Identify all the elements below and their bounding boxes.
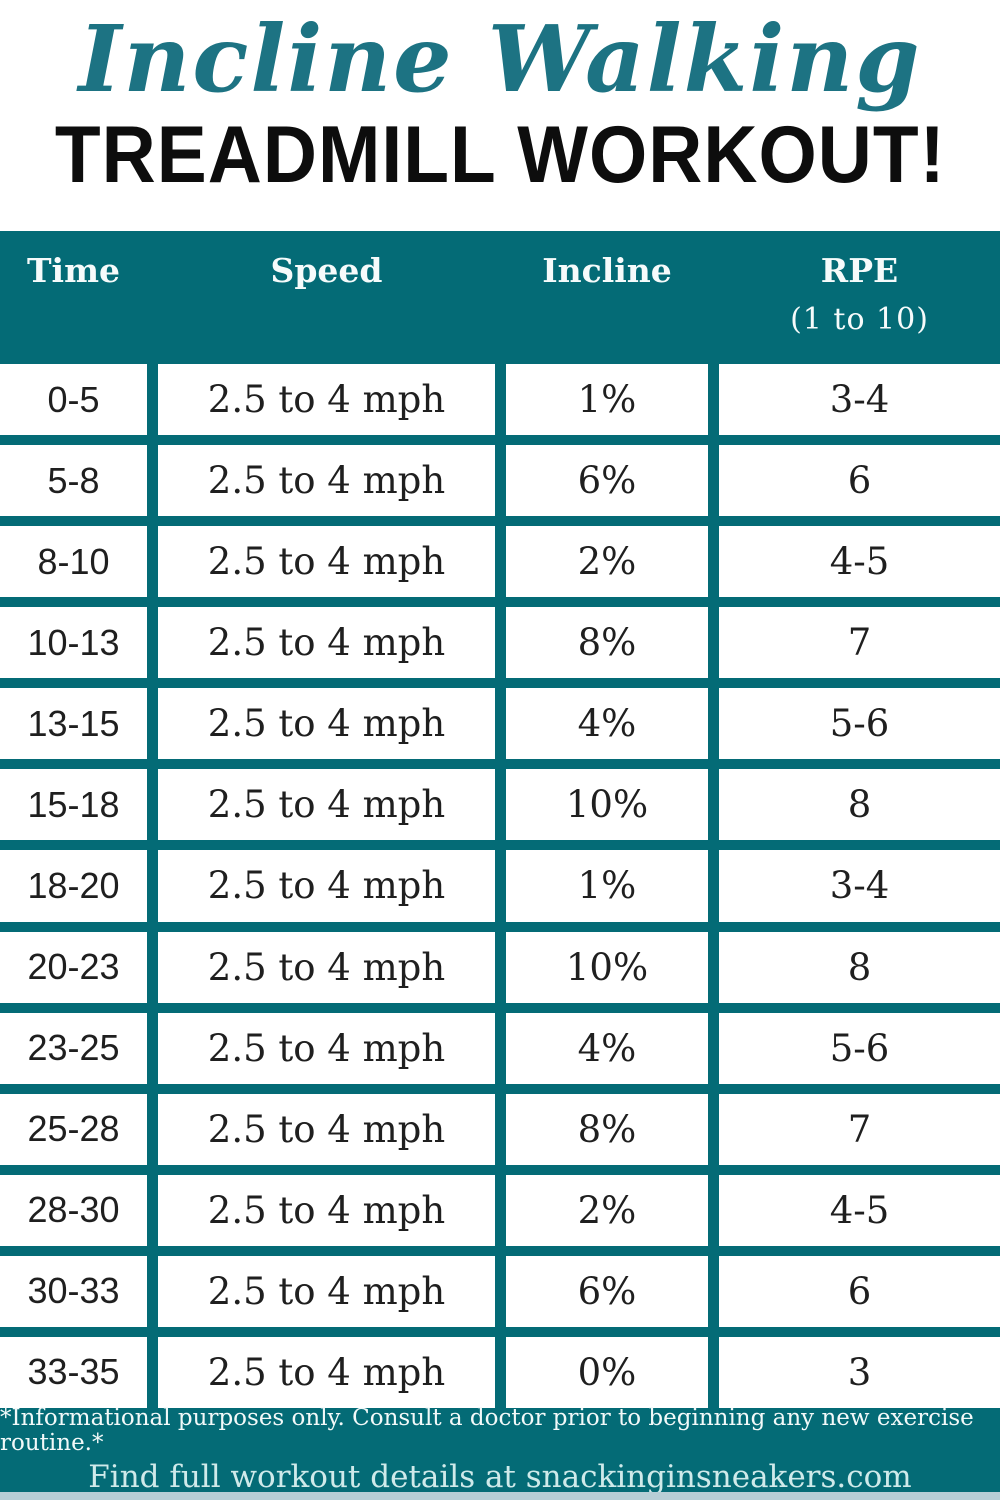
table-cell-time: 33-35	[0, 1336, 147, 1408]
table-cell-time: 5-8	[0, 445, 147, 517]
table-cell-speed: 2.5 to 4 mph	[158, 688, 495, 760]
table-cell-incline: 10%	[506, 931, 708, 1003]
title-caps-line: TREADMILL WORKOUT!	[54, 110, 946, 200]
table-cell-incline: 1%	[506, 364, 708, 436]
column-header-rpe: RPE (1 to 10)	[719, 251, 1000, 338]
table-cell-rpe: 7	[719, 607, 1000, 679]
disclaimer-text: *Informational purposes only. Consult a …	[0, 1404, 974, 1456]
table-cell-rpe: 6	[719, 1255, 1000, 1327]
table-cell-incline: 6%	[506, 1255, 708, 1327]
column-header-rpe-label: RPE	[820, 251, 899, 290]
table-cell-time: 23-25	[0, 1012, 147, 1084]
table-cell-time: 25-28	[0, 1093, 147, 1165]
table-cell-incline: 4%	[506, 688, 708, 760]
website-details-text: Find full workout details at snackingins…	[88, 1459, 912, 1496]
table-cell-rpe: 5-6	[719, 688, 1000, 760]
table-cell-incline: 4%	[506, 1012, 708, 1084]
table-cell-incline: 6%	[506, 445, 708, 517]
table-cell-speed: 2.5 to 4 mph	[158, 445, 495, 517]
table-cell-incline: 8%	[506, 607, 708, 679]
table-cell-incline: 8%	[506, 1093, 708, 1165]
table-cell-speed: 2.5 to 4 mph	[158, 1336, 495, 1408]
table-header-row: Time Speed Incline RPE (1 to 10)	[0, 231, 1000, 364]
table-cell-incline: 1%	[506, 850, 708, 922]
title-block: Incline Walking TREADMILL WORKOUT!	[0, 0, 1000, 231]
table-cell-speed: 2.5 to 4 mph	[158, 769, 495, 841]
table-cell-time: 10-13	[0, 607, 147, 679]
table-cell-rpe: 3-4	[719, 364, 1000, 436]
bottom-edge-strip	[0, 1492, 1000, 1500]
column-header-time: Time	[26, 251, 120, 290]
table-cell-rpe: 6	[719, 445, 1000, 517]
table-cell-speed: 2.5 to 4 mph	[158, 850, 495, 922]
table-cell-rpe: 4-5	[719, 526, 1000, 598]
table-cell-incline: 10%	[506, 769, 708, 841]
footer: *Informational purposes only. Consult a …	[0, 1404, 1000, 1496]
title-script-line: Incline Walking	[78, 5, 922, 113]
table-cell-speed: 2.5 to 4 mph	[158, 364, 495, 436]
table-cell-rpe: 3-4	[719, 850, 1000, 922]
table-cell-speed: 2.5 to 4 mph	[158, 1093, 495, 1165]
table-cell-time: 8-10	[0, 526, 147, 598]
column-header-speed: Speed	[270, 251, 383, 290]
table-cell-time: 28-30	[0, 1174, 147, 1246]
table-cell-rpe: 4-5	[719, 1174, 1000, 1246]
table-cell-speed: 2.5 to 4 mph	[158, 931, 495, 1003]
table-cell-incline: 2%	[506, 526, 708, 598]
table-cell-incline: 0%	[506, 1336, 708, 1408]
table-cell-speed: 2.5 to 4 mph	[158, 1012, 495, 1084]
table-cell-rpe: 3	[719, 1336, 1000, 1408]
table-cell-rpe: 7	[719, 1093, 1000, 1165]
column-header-incline: Incline	[542, 251, 672, 290]
table-cell-time: 15-18	[0, 769, 147, 841]
table-cell-rpe: 8	[719, 769, 1000, 841]
table-cell-incline: 2%	[506, 1174, 708, 1246]
table-cell-time: 20-23	[0, 931, 147, 1003]
table-cell-speed: 2.5 to 4 mph	[158, 1174, 495, 1246]
table-cell-time: 0-5	[0, 364, 147, 436]
column-header-rpe-scale: (1 to 10)	[790, 302, 929, 338]
table-cell-speed: 2.5 to 4 mph	[158, 526, 495, 598]
table-cell-speed: 2.5 to 4 mph	[158, 1255, 495, 1327]
table-cell-rpe: 8	[719, 931, 1000, 1003]
table-cell-rpe: 5-6	[719, 1012, 1000, 1084]
table-cell-speed: 2.5 to 4 mph	[158, 607, 495, 679]
table-body: 0-5 2.5 to 4 mph 1% 3-4 5-8 2.5 to 4 mph 6% 6 8-…	[0, 364, 1000, 1408]
table-cell-time: 30-33	[0, 1255, 147, 1327]
table-cell-time: 18-20	[0, 850, 147, 922]
table-cell-time: 13-15	[0, 688, 147, 760]
